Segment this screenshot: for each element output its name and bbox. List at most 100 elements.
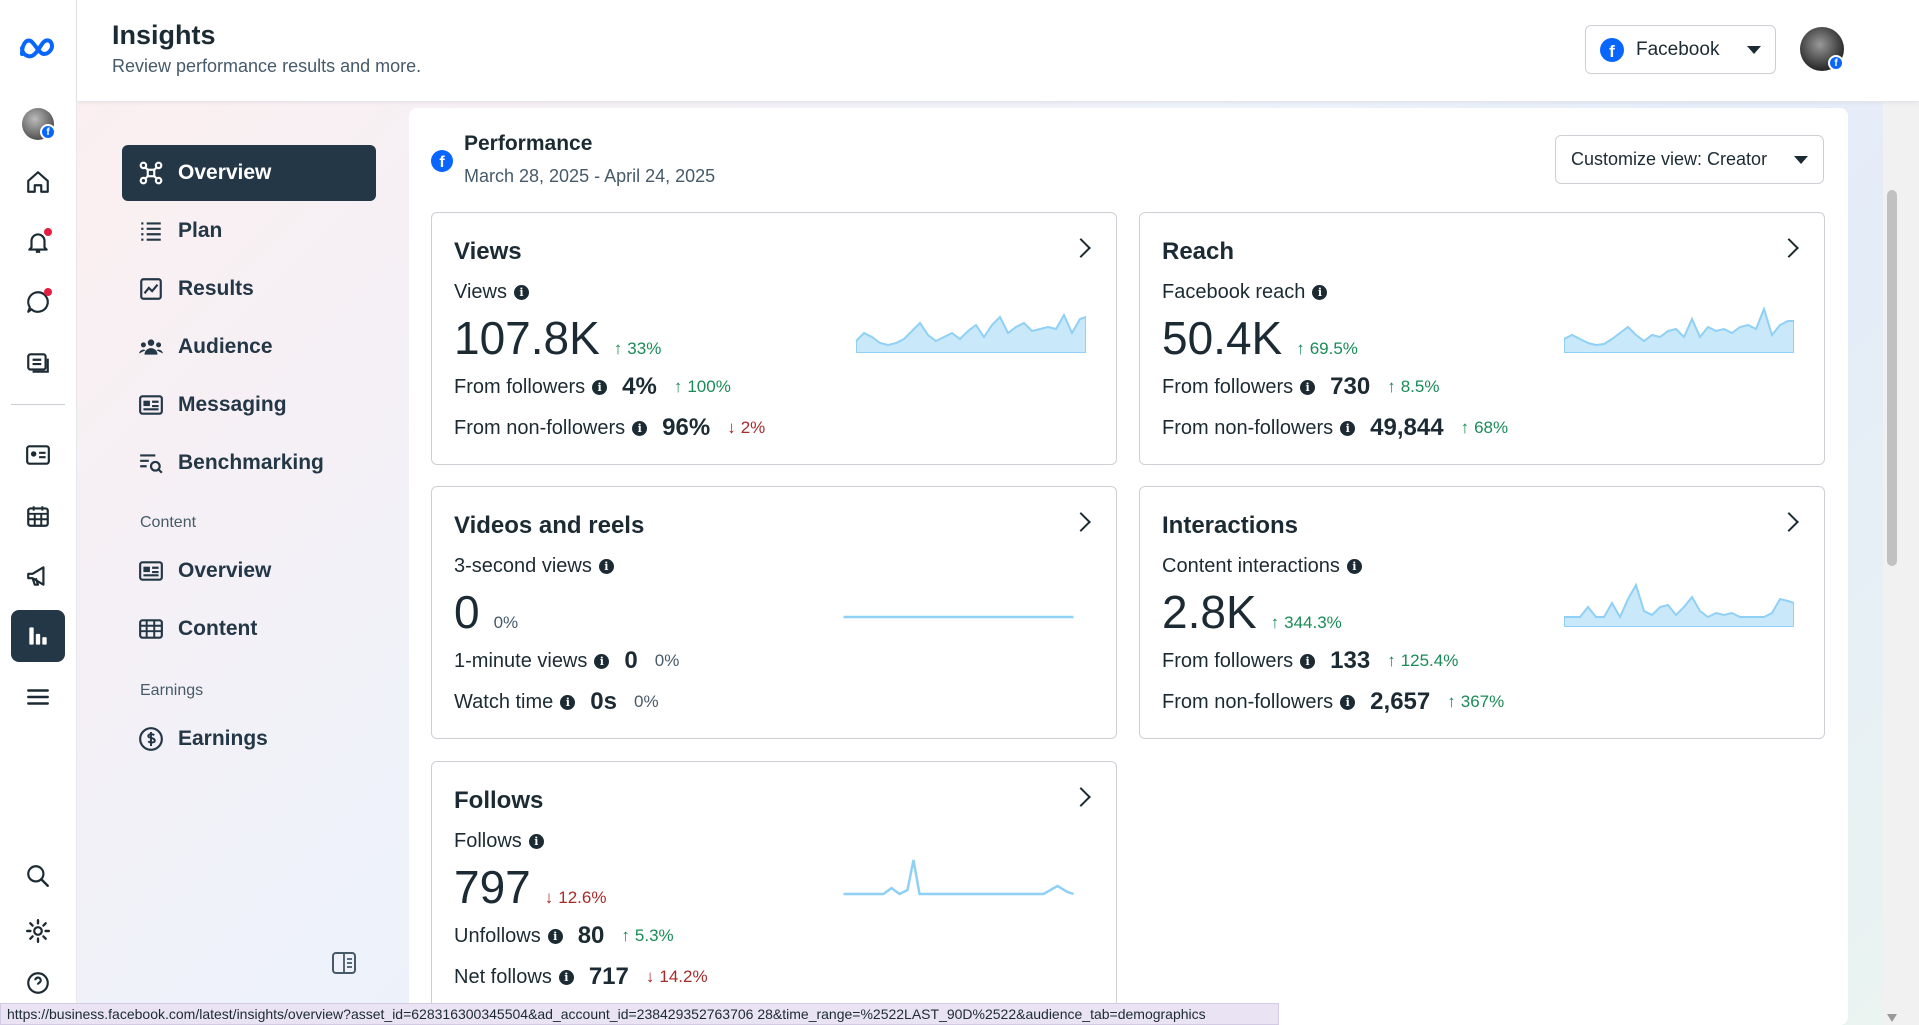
nav-item-overview[interactable]: Overview xyxy=(122,145,376,201)
platform-dropdown[interactable]: f Facebook xyxy=(1585,25,1776,74)
info-icon[interactable]: i xyxy=(632,420,648,436)
arrow-up-icon: ↑ xyxy=(1460,418,1470,437)
meta-logo-icon[interactable] xyxy=(11,22,65,74)
messages-icon[interactable] xyxy=(11,276,65,328)
info-icon[interactable]: i xyxy=(560,694,576,710)
interactions-card[interactable]: Interactions Content interactions i 2.8K … xyxy=(1139,486,1825,739)
nav-item-label: Content xyxy=(178,617,258,640)
arrow-down-icon: ↓ xyxy=(544,888,554,907)
help-icon[interactable] xyxy=(11,965,65,1001)
follows-card[interactable]: Follows Follows i 797 ↓ 12.6% Unfollows i 8… xyxy=(431,761,1117,1014)
sub-metric-label: From non-followers xyxy=(454,416,626,439)
nav-item-content-overview[interactable]: Overview xyxy=(122,543,376,599)
card-title: Reach xyxy=(1162,238,1235,265)
info-icon[interactable]: i xyxy=(1340,420,1356,436)
chevron-right-icon[interactable] xyxy=(1071,238,1091,258)
sub-metric-row: From followers i 133 ↑ 125.4% xyxy=(1162,647,1458,675)
info-icon[interactable]: i xyxy=(594,653,610,669)
nav-item-label: Audience xyxy=(178,335,273,358)
audience-icon xyxy=(139,339,163,355)
info-icon[interactable]: i xyxy=(1346,559,1362,574)
sub-metric-row: From non-followers i 49,844 ↑ 68% xyxy=(1162,414,1508,442)
views-card[interactable]: Views Views i 107.8K ↑ 33% From followers i… xyxy=(431,212,1117,465)
sub-metric-delta: ↑ 367% xyxy=(1447,692,1504,712)
reach-card[interactable]: Reach Facebook reach i 50.4K ↑ 69.5% From … xyxy=(1139,212,1825,465)
profile-avatar[interactable]: f xyxy=(22,108,56,140)
nav-item-results[interactable]: Results xyxy=(122,261,376,317)
sub-metric-delta: ↑ 8.5% xyxy=(1387,377,1439,397)
insights-icon[interactable] xyxy=(11,610,65,662)
videos-sparkline xyxy=(843,615,1074,619)
nav-item-content[interactable]: Content xyxy=(122,601,376,657)
metric-delta: 0% xyxy=(493,613,519,632)
nav-item-messaging[interactable]: Messaging xyxy=(122,377,376,433)
nav-item-audience[interactable]: Audience xyxy=(122,319,376,375)
chevron-right-icon[interactable] xyxy=(1779,238,1799,258)
plan-icon xyxy=(141,222,161,241)
scrollbar-thumb[interactable] xyxy=(1887,190,1897,566)
arrow-up-icon: ↑ xyxy=(1387,377,1396,396)
facebook-badge-icon: f xyxy=(1828,55,1844,71)
sub-metric-row: From non-followers i 96% ↓ 2% xyxy=(454,414,765,442)
info-icon[interactable]: i xyxy=(592,379,608,395)
info-icon[interactable]: i xyxy=(598,559,614,574)
performance-title: Performance xyxy=(464,132,593,155)
info-icon[interactable]: i xyxy=(1300,653,1316,669)
sub-metric-value: 0 xyxy=(624,647,638,674)
info-icon[interactable]: i xyxy=(547,928,563,944)
menu-icon[interactable] xyxy=(11,671,65,723)
arrow-down-icon: ↓ xyxy=(645,967,655,986)
sub-metric-row: From non-followers i 2,657 ↑ 367% xyxy=(1162,688,1504,716)
sub-metric-label: Unfollows xyxy=(454,924,541,947)
info-icon[interactable]: i xyxy=(1312,285,1328,300)
nav-item-earnings[interactable]: Earnings xyxy=(122,711,376,767)
info-icon[interactable]: i xyxy=(514,285,529,300)
videos-reels-card[interactable]: Videos and reels 3-second views i 0 0% 1-… xyxy=(431,486,1117,739)
delta-value: 125.4% xyxy=(1400,651,1459,670)
delta-value: 100% xyxy=(687,377,731,396)
home-icon[interactable] xyxy=(11,156,65,208)
customize-view-dropdown[interactable]: Customize view: Creator xyxy=(1555,135,1824,184)
delta-value: 2% xyxy=(740,418,766,437)
sub-metric-delta: 0% xyxy=(633,692,659,711)
info-icon[interactable]: i xyxy=(1340,694,1356,710)
info-icon[interactable]: i xyxy=(558,969,574,985)
content-overview-icon xyxy=(139,561,163,581)
info-icon[interactable]: i xyxy=(1300,379,1316,395)
ads-megaphone-icon[interactable] xyxy=(11,550,65,602)
nav-item-benchmarking[interactable]: Benchmarking xyxy=(122,435,376,491)
scroll-down-arrow-icon[interactable] xyxy=(1887,1014,1897,1022)
sub-metric-value: 49,844 xyxy=(1370,414,1444,441)
card-title: Views xyxy=(454,238,522,265)
nav-item-label: Results xyxy=(178,277,254,300)
nav-item-label: Earnings xyxy=(178,727,268,750)
calendar-icon[interactable] xyxy=(11,490,65,542)
notifications-icon[interactable] xyxy=(11,216,65,268)
sub-metric-delta: ↓ 2% xyxy=(727,418,765,438)
metric-label: 3-second views i xyxy=(454,555,614,578)
nav-item-label: Overview xyxy=(178,161,272,184)
search-icon[interactable] xyxy=(11,850,65,902)
account-avatar[interactable]: f xyxy=(1800,27,1844,71)
sub-metric-value: 730 xyxy=(1330,373,1371,400)
page-title: Insights xyxy=(112,20,216,50)
contacts-icon[interactable] xyxy=(11,429,65,481)
facebook-logo-icon: f xyxy=(431,150,453,172)
chevron-right-icon[interactable] xyxy=(1071,512,1091,532)
card-title: Videos and reels xyxy=(454,512,645,539)
benchmarking-icon xyxy=(140,454,163,474)
info-icon[interactable]: i xyxy=(528,834,544,849)
posts-icon[interactable] xyxy=(11,337,65,389)
arrow-up-icon: ↑ xyxy=(1387,651,1396,670)
settings-gear-icon[interactable] xyxy=(11,905,65,957)
chevron-down-icon xyxy=(1747,45,1761,54)
chevron-right-icon[interactable] xyxy=(1779,512,1799,532)
nav-item-plan[interactable]: Plan xyxy=(122,203,376,259)
sub-metric-delta: ↑ 125.4% xyxy=(1387,651,1458,671)
chevron-right-icon[interactable] xyxy=(1071,787,1091,807)
card-title: Interactions xyxy=(1162,512,1299,539)
delta-value: 14.2% xyxy=(659,967,708,986)
metric-value: 2.8K xyxy=(1162,586,1257,638)
collapse-sidebar-icon[interactable] xyxy=(331,950,357,976)
interactions-sparkline xyxy=(1564,582,1794,627)
